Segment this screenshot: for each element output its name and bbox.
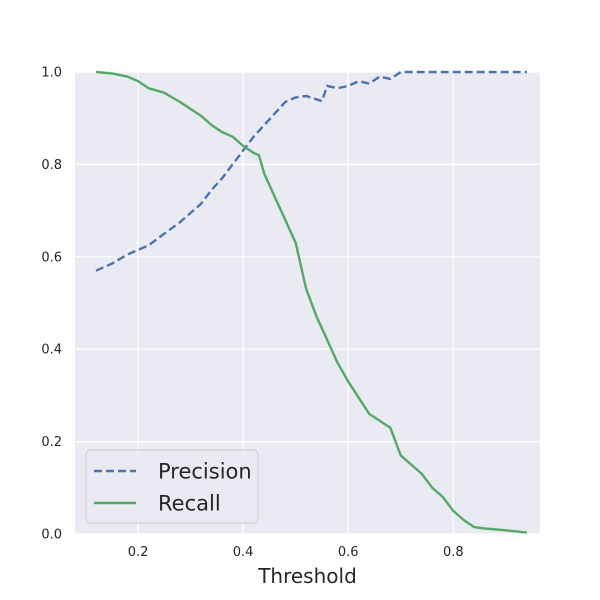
tick-labels: 0.2 0.4 0.6 0.8 0.0 0.2 0.4 0.6 0.8 1.0 bbox=[41, 66, 463, 561]
legend: Precision Recall bbox=[85, 449, 259, 524]
legend-label-recall: Recall bbox=[158, 492, 221, 516]
x-tick-label: 0.2 bbox=[128, 545, 149, 560]
x-axis-title: Threshold bbox=[257, 564, 357, 588]
series-lines bbox=[95, 70, 528, 534]
x-tick-label: 0.8 bbox=[443, 545, 464, 560]
y-tick-label: 0.6 bbox=[41, 250, 62, 265]
recall-line bbox=[95, 70, 528, 534]
precision-line bbox=[95, 70, 527, 272]
gridlines bbox=[75, 71, 540, 535]
x-tick-label: 0.6 bbox=[338, 545, 359, 560]
y-tick-label: 0.0 bbox=[41, 528, 62, 543]
legend-box bbox=[85, 449, 259, 524]
x-tick-label: 0.4 bbox=[233, 545, 254, 560]
y-tick-label: 0.2 bbox=[41, 435, 62, 450]
y-tick-label: 0.8 bbox=[41, 158, 62, 173]
y-tick-label: 0.4 bbox=[41, 343, 62, 358]
y-tick-label: 1.0 bbox=[41, 66, 62, 81]
legend-label-precision: Precision bbox=[158, 460, 252, 484]
